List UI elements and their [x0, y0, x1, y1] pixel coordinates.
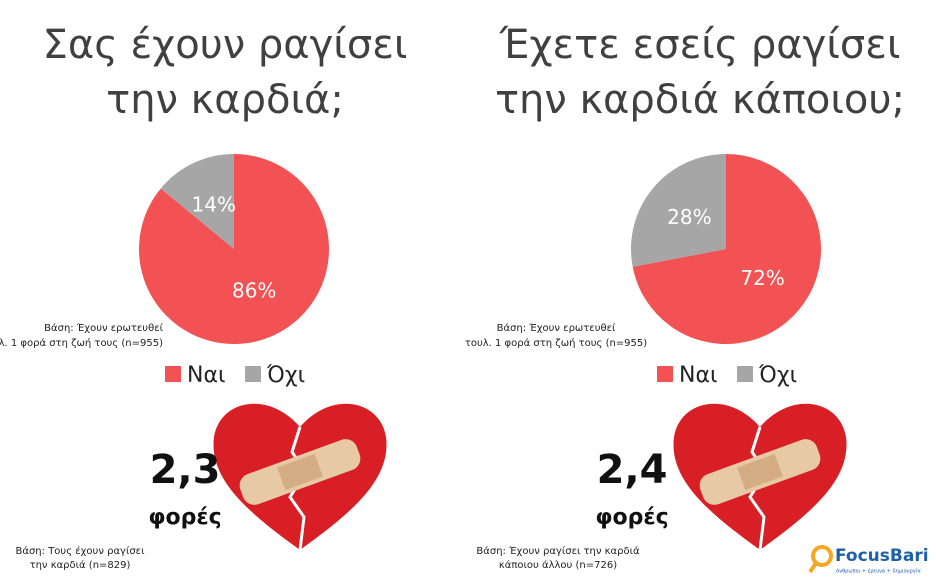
chart-title: Σας έχουν ραγίσει — [43, 22, 408, 68]
stat-value: 2,3 — [150, 447, 221, 493]
chart-title: την καρδιά; — [106, 77, 344, 123]
pie-slice — [632, 154, 821, 345]
base-note: Βάση: Έχουν ερωτευθεί — [44, 322, 163, 334]
slice-label: 14% — [192, 193, 236, 217]
heart-icon — [211, 402, 389, 552]
stat-note: την καρδιά (n=829) — [30, 559, 131, 571]
legend-label: Ναι — [187, 363, 225, 388]
legend-swatch — [737, 366, 753, 382]
stat-note: κάποιου άλλου (n=726) — [499, 559, 617, 571]
stat-unit: φορές — [595, 505, 668, 530]
chart-title: Έχετε εσείς ραγίσει — [499, 22, 901, 68]
legend-swatch — [657, 366, 673, 382]
legend-label: Όχι — [266, 363, 305, 388]
legend-swatch — [165, 366, 181, 382]
stat-unit: φορές — [148, 505, 221, 530]
base-note: τουλ. 1 φορά στη ζωή τους (n=955) — [0, 337, 163, 349]
stat-note: Βάση: Τους έχουν ραγίσει — [16, 545, 146, 557]
pie-slice — [160, 154, 234, 249]
legend-label: Ναι — [679, 363, 717, 388]
chart-title: την καρδιά κάποιου; — [495, 77, 905, 123]
pie-slice — [630, 154, 726, 267]
legend-label: Όχι — [758, 363, 797, 388]
legend-swatch — [245, 366, 261, 382]
slice-label: 28% — [667, 205, 711, 229]
slice-label: 86% — [232, 278, 276, 302]
logo-tagline: άνθρωποι + έρευνα + δημιουργία — [836, 568, 921, 575]
logo-name: FocusBari — [835, 546, 929, 566]
base-note: Βάση: Έχουν ερωτευθεί — [497, 322, 616, 334]
stat-value: 2,4 — [597, 447, 668, 493]
heart-icon — [671, 402, 849, 552]
logo: FocusBari άνθρωποι + έρευνα + δημιουργία — [808, 545, 929, 575]
stat-note: Βάση: Έχουν ραγίσει την καρδιά — [476, 545, 640, 557]
base-note: τουλ. 1 φορά στη ζωή τους (n=955) — [465, 337, 647, 349]
slice-label: 72% — [740, 266, 784, 290]
